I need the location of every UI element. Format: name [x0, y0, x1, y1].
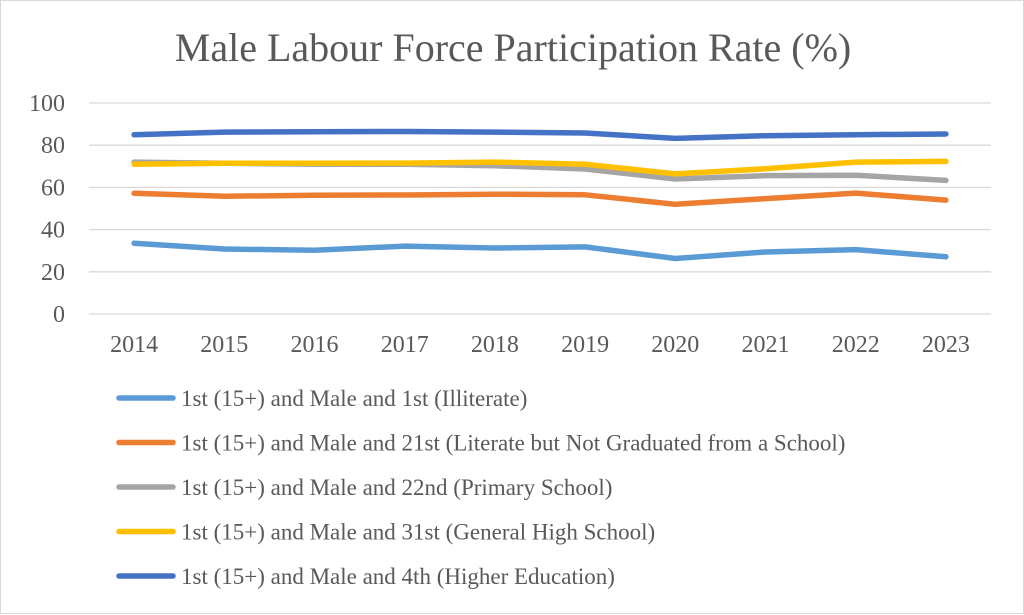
y-tick-label: 40	[41, 218, 65, 244]
series-lines	[131, 128, 949, 262]
y-tick-label: 60	[41, 175, 65, 201]
x-tick-label: 2020	[651, 332, 699, 358]
legend-label: 1st (15+) and Male and 21st (Literate bu…	[181, 431, 845, 456]
series-line-5	[131, 128, 949, 142]
y-tick-label: 100	[29, 91, 65, 117]
legend-label: 1st (15+) and Male and 1st (Illiterate)	[181, 386, 527, 411]
gridlines	[89, 102, 991, 315]
y-tick-label: 0	[53, 302, 65, 328]
chart-title: Male Labour Force Participation Rate (%)	[175, 25, 851, 70]
x-tick-label: 2016	[291, 332, 339, 358]
x-tick-label: 2021	[742, 332, 790, 358]
y-axis-ticks: 0 20 40 60 80 100	[29, 91, 65, 328]
x-tick-label: 2017	[381, 332, 429, 358]
x-tick-label: 2018	[471, 332, 519, 358]
legend-label: 1st (15+) and Male and 31st (General Hig…	[181, 520, 655, 545]
x-tick-label: 2015	[200, 332, 248, 358]
y-tick-label: 20	[41, 260, 65, 286]
legend-label: 1st (15+) and Male and 22nd (Primary Sch…	[181, 475, 612, 500]
x-tick-label: 2023	[922, 332, 970, 358]
series-line-1	[131, 240, 949, 262]
series-line-4	[131, 158, 949, 177]
x-axis-ticks: 2014 2015 2016 2017 2018 2019 2020 2021 2022 2023	[110, 332, 970, 358]
legend-label: 1st (15+) and Male and 4th (Higher Educa…	[181, 564, 615, 589]
y-tick-label: 80	[41, 133, 65, 159]
x-tick-label: 2019	[561, 332, 609, 358]
x-tick-label: 2022	[832, 332, 880, 358]
legend: 1st (15+) and Male and 1st (Illiterate) 1…	[116, 386, 845, 589]
series-line-2	[131, 190, 949, 208]
x-tick-label: 2014	[110, 332, 158, 358]
